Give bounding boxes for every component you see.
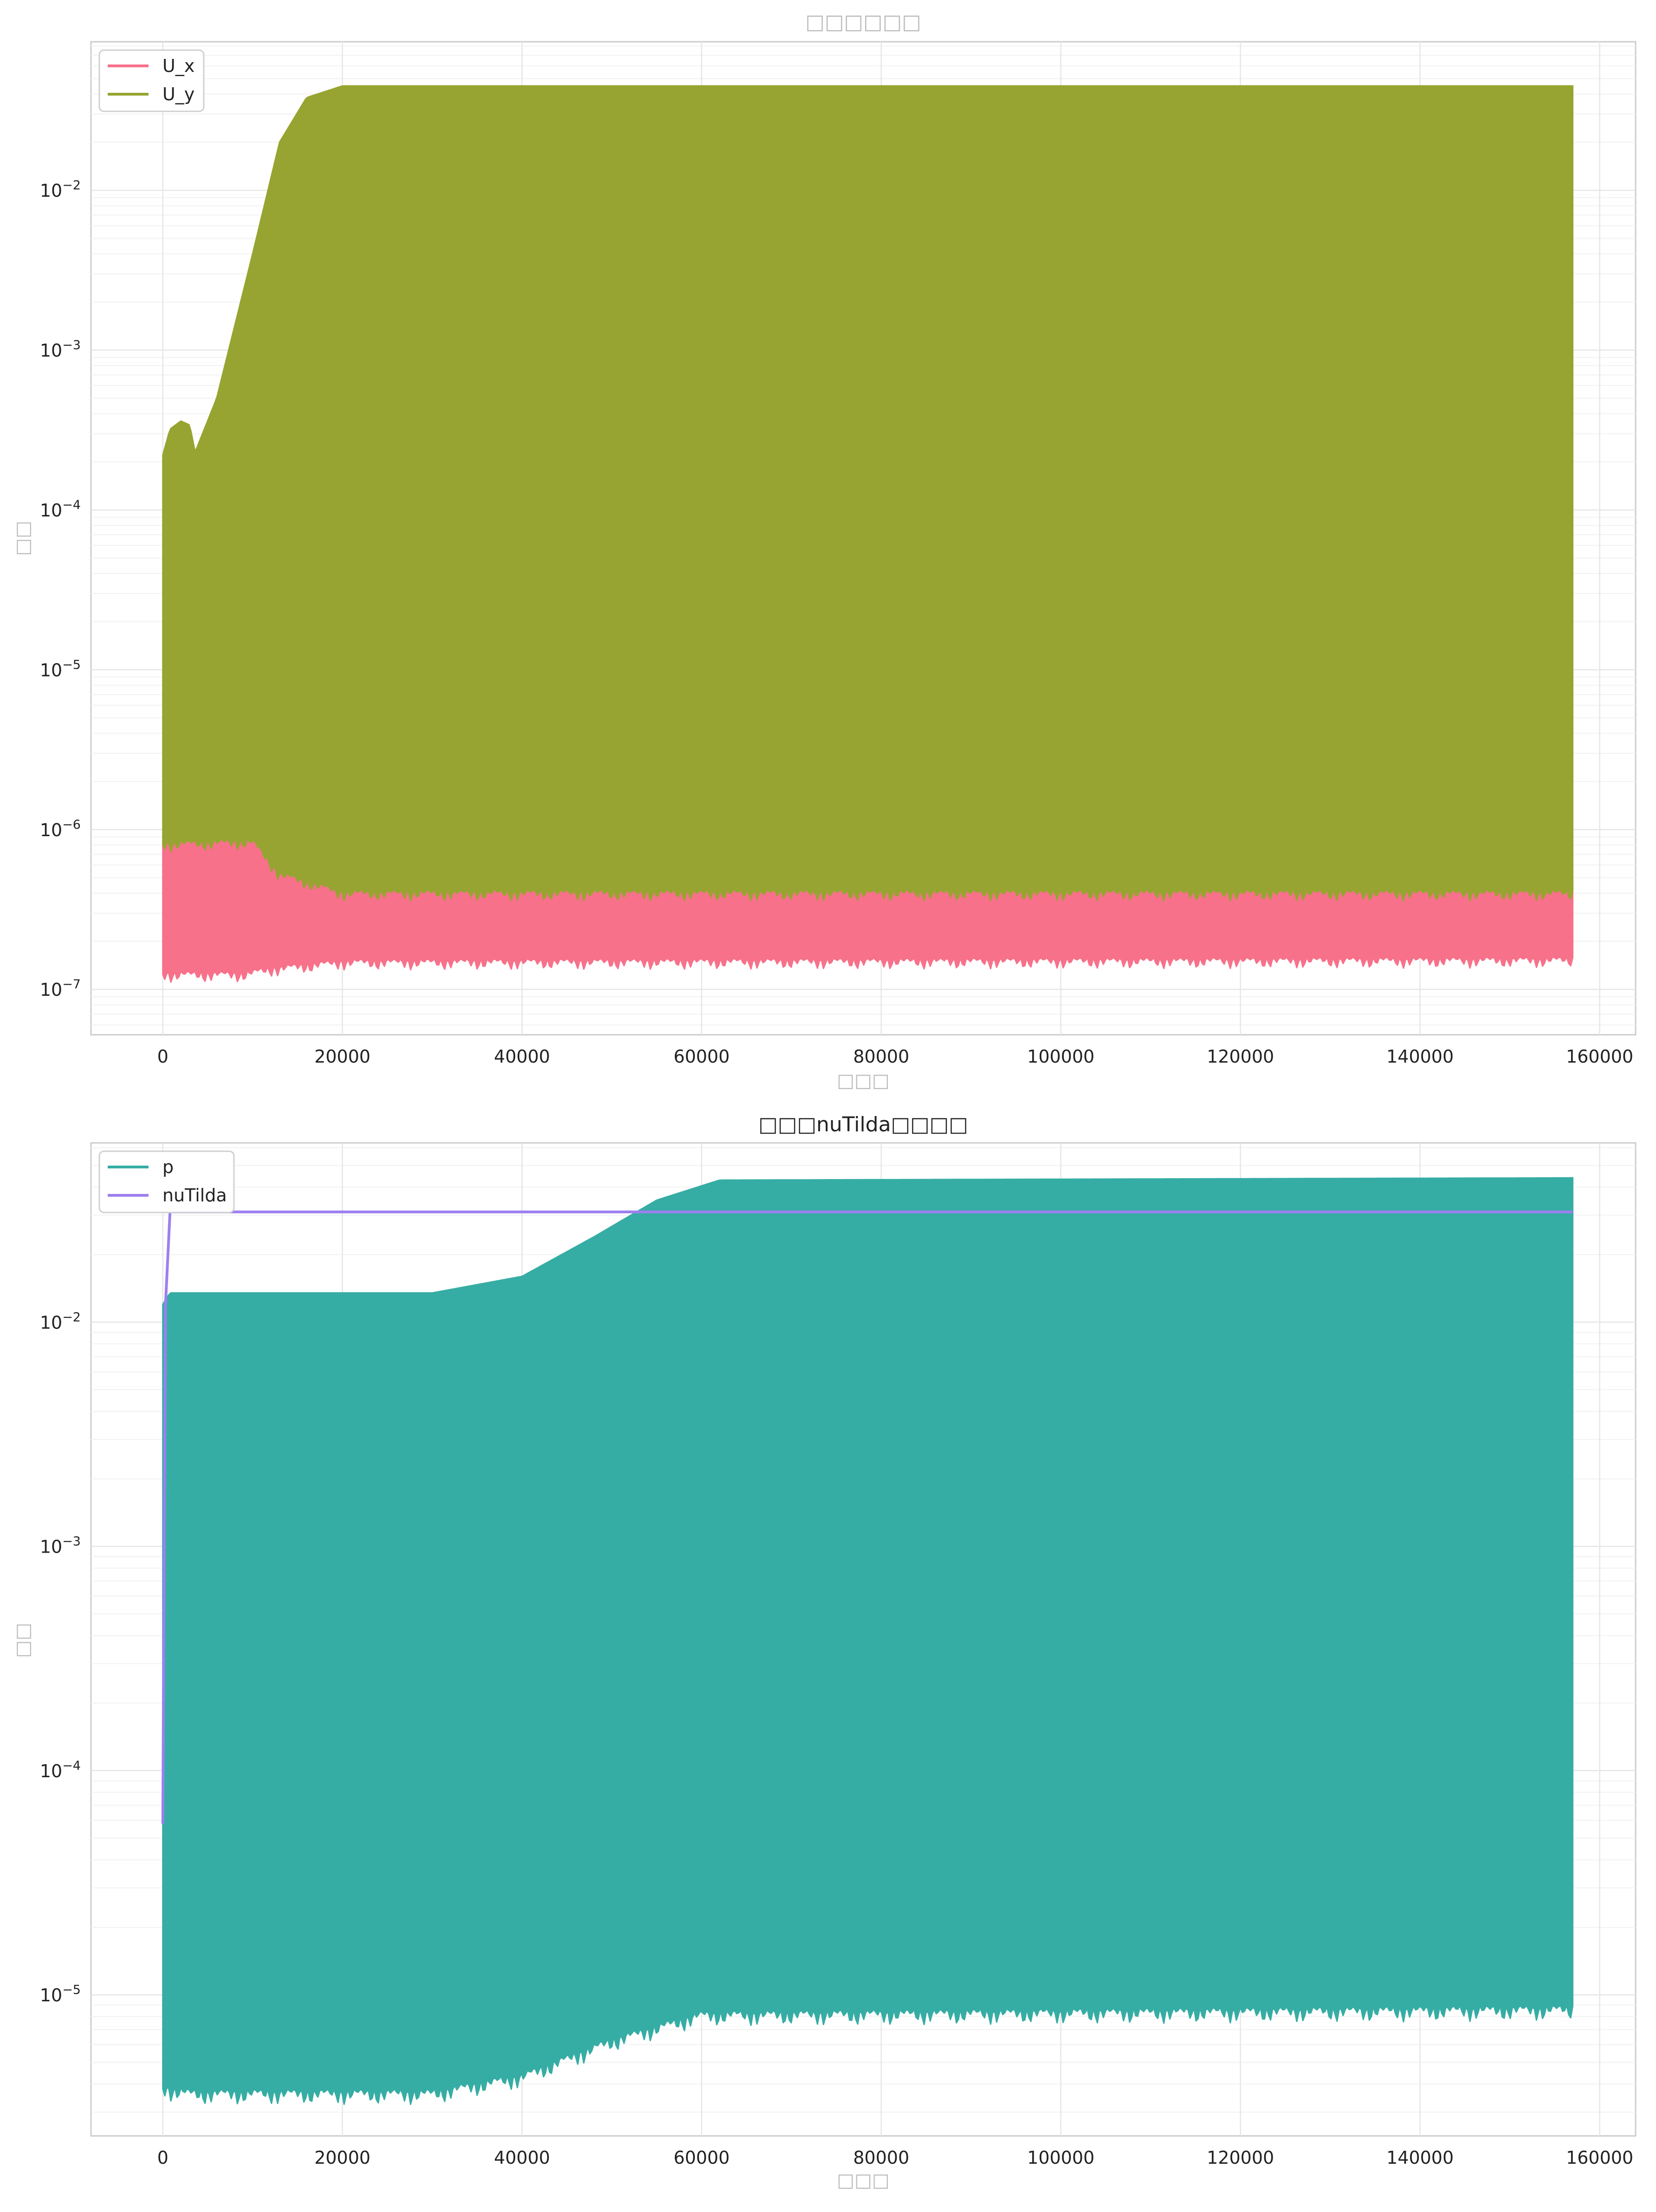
x-tick-label: 40000	[494, 1046, 550, 1067]
y-axis-label: □□	[12, 521, 33, 556]
legend-label-nutilda: nuTilda	[162, 1185, 227, 1206]
x-tick-label: 100000	[1027, 1046, 1094, 1067]
x-tick-label: 0	[157, 2148, 168, 2168]
y-tick-labels: 10−5 10−4 10−3 10−2	[40, 1310, 81, 2006]
x-tick-label: 100000	[1027, 2148, 1094, 2168]
legend-label-uy: U_y	[162, 84, 194, 104]
y-tick-label: 10−6	[40, 818, 81, 840]
x-tick-label: 60000	[673, 1046, 730, 1067]
legend: U_x U_y	[98, 49, 205, 112]
x-tick-label: 20000	[314, 2148, 370, 2168]
x-tick-label: 20000	[314, 1046, 370, 1067]
x-tick-label: 120000	[1207, 2148, 1274, 2168]
x-tick-label: 140000	[1386, 2148, 1454, 2168]
series-p-area	[162, 1177, 1574, 2105]
x-tick-label: 160000	[1566, 2148, 1633, 2168]
x-tick-label: 160000	[1566, 1046, 1633, 1067]
x-axis-label: □□□	[837, 2170, 889, 2191]
legend-label-ux: U_x	[162, 56, 194, 76]
x-tick-label: 80000	[853, 1046, 909, 1067]
y-tick-label: 10−5	[40, 658, 81, 680]
x-tick-label: 140000	[1386, 1046, 1454, 1067]
x-tick-label: 40000	[494, 2148, 550, 2168]
y-tick-label: 10−3	[40, 338, 81, 361]
y-tick-label: 10−7	[40, 977, 81, 1000]
x-axis-label: □□□	[837, 1070, 889, 1091]
legend: p nuTilda	[98, 1150, 235, 1213]
x-tick-labels: 0 20000 40000 60000 80000 100000 120000 140000 1…	[157, 2148, 1633, 2168]
y-tick-label: 10−5	[40, 1983, 81, 2006]
x-tick-label: 80000	[853, 2148, 909, 2168]
x-tick-label: 60000	[673, 2148, 730, 2168]
series-u-y-area	[162, 85, 1574, 902]
series-area-layer	[162, 85, 1574, 983]
x-tick-label: 120000	[1207, 1046, 1274, 1067]
chart-velocity-residuals: 0 20000 40000 60000 80000 100000 120000 140000 1…	[12, 10, 1637, 1091]
y-tick-label: 10−3	[40, 1535, 81, 1557]
y-tick-labels: 10−7 10−6 10−5 10−4 10−3 10−2	[40, 178, 81, 1000]
x-tick-labels: 0 20000 40000 60000 80000 100000 120000 140000 1…	[157, 1046, 1633, 1067]
y-tick-label: 10−2	[40, 178, 81, 201]
y-tick-label: 10−4	[40, 1759, 81, 1781]
y-tick-label: 10−2	[40, 1310, 81, 1333]
y-axis-label: □□	[12, 1623, 33, 1658]
legend-label-p: p	[162, 1157, 174, 1177]
chart-title: □□□□□□	[805, 10, 921, 34]
chart-title: □□□nuTilda□□□□	[758, 1113, 968, 1136]
chart-pressure-nutilda-residuals: 0 20000 40000 60000 80000 100000 120000 140000 1…	[12, 1113, 1637, 2191]
series-area-layer	[162, 1177, 1574, 2105]
x-tick-label: 0	[157, 1046, 168, 1067]
y-tick-label: 10−4	[40, 498, 81, 521]
